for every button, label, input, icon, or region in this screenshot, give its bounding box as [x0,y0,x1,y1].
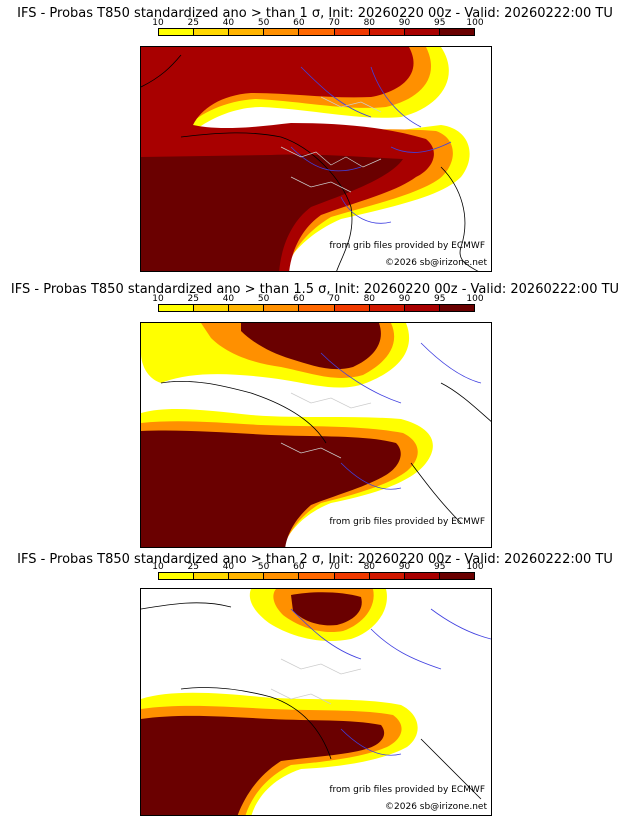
data-source-credit: from grib files provided by ECMWF [329,517,485,527]
colorbar-segment [438,573,474,579]
colorbar-segment [228,305,264,311]
colorbar-segment [333,573,369,579]
tick-label: 100 [466,562,484,572]
probability-map: from grib files provided by ECMWF ©2026 … [140,46,492,272]
probability-area-high [141,715,385,815]
colorbar-ticks: 10 25 40 50 60 70 80 90 95 100 [152,562,483,572]
regional-borders [280,392,372,459]
borders [290,66,452,224]
tick-label: 90 [398,18,411,28]
colorbar-segment [159,305,194,311]
probability-area-core [141,154,403,271]
tick-label: 25 [187,18,199,28]
colorbar-segment [263,29,299,35]
colorbar-segment [193,305,229,311]
tick-label: 10 [152,294,164,304]
colorbar [158,304,475,312]
tick-label: 95 [434,562,446,572]
colorbar-segment [298,573,334,579]
tick-label: 25 [187,562,199,572]
colorbar-segment [159,573,194,579]
tick-label: 90 [398,562,411,572]
colorbar-segment [403,29,439,35]
tick-label: 40 [222,294,235,304]
colorbar-ticks: 10 25 40 50 60 70 80 90 95 100 [152,294,483,304]
colorbar-segment [193,29,229,35]
tick-label: 60 [293,562,305,572]
coastline [141,602,482,800]
tick-label: 70 [328,562,340,572]
coastline [141,54,479,271]
panel-title: IFS - Probas T850 standardized ano > tha… [10,282,620,297]
colorbar-segment [298,29,334,35]
borders [320,342,482,490]
tick-label: 90 [398,294,411,304]
tick-label: 80 [363,294,376,304]
tick-label: 10 [152,562,164,572]
tick-label: 95 [434,294,446,304]
probability-map: from grib files provided by ECMWF [140,322,492,548]
tick-label: 50 [257,294,270,304]
colorbar-segment [159,29,194,35]
colorbar-segment [193,573,229,579]
colorbar-segment [403,573,439,579]
colorbar-segment [368,305,404,311]
colorbar-ticks: 10 25 40 50 60 70 80 90 95 100 [152,18,483,28]
panel-2: IFS - Probas T850 standardized ano > tha… [0,276,630,552]
panel-1: IFS - Probas T850 standardized ano > tha… [0,0,630,276]
colorbar-segment [263,305,299,311]
borders [290,608,491,756]
tick-label: 40 [222,18,235,28]
data-source-credit: from grib files provided by ECMWF [329,785,485,795]
probability-area-high [141,430,401,547]
tick-label: 50 [257,562,270,572]
colorbar-segment [368,573,404,579]
probability-area-high [241,323,381,370]
regional-borders [280,96,382,193]
tick-label: 50 [257,18,270,28]
tick-label: 25 [187,294,199,304]
colorbar [158,28,475,36]
colorbar-segment [368,29,404,35]
panel-3: IFS - Probas T850 standardized ano > tha… [0,552,630,828]
colorbar [158,572,475,580]
colorbar-segment [263,573,299,579]
colorbar-segment [228,573,264,579]
colorbar-segment [298,305,334,311]
map-graphic [141,589,491,815]
colorbar-segment [333,305,369,311]
tick-label: 70 [328,294,340,304]
tick-label: 100 [466,18,484,28]
colorbar-segment [333,29,369,35]
colorbar-segment [438,305,474,311]
panel-title: IFS - Probas T850 standardized ano > tha… [17,6,613,21]
tick-label: 95 [434,18,446,28]
colorbar-segment [403,305,439,311]
copyright: ©2026 sb@irizone.net [385,802,487,812]
data-source-credit: from grib files provided by ECMWF [329,241,485,251]
tick-label: 40 [222,562,235,572]
tick-label: 80 [363,562,376,572]
coastline [160,380,491,524]
probability-map: from grib files provided by ECMWF ©2026 … [140,588,492,816]
tick-label: 100 [466,294,484,304]
colorbar-segment [438,29,474,35]
tick-label: 80 [363,18,376,28]
regional-borders [270,658,362,705]
tick-label: 70 [328,18,340,28]
map-graphic [141,323,491,547]
colorbar-segment [228,29,264,35]
panel-title: IFS - Probas T850 standardized ano > tha… [17,552,613,567]
map-graphic [141,47,479,271]
tick-label: 60 [293,18,305,28]
probability-area-high [291,592,362,626]
tick-label: 60 [293,294,305,304]
copyright: ©2026 sb@irizone.net [385,258,487,268]
tick-label: 10 [152,18,164,28]
